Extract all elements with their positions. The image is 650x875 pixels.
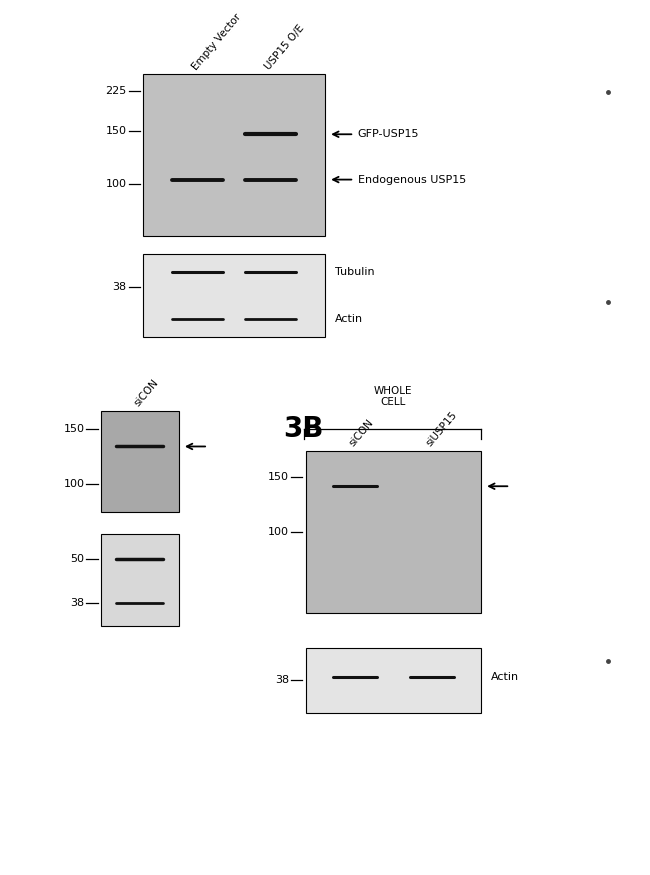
Text: 225: 225 [105, 86, 127, 95]
Text: 150: 150 [64, 424, 84, 434]
Text: 100: 100 [64, 479, 84, 489]
Text: siCON: siCON [132, 378, 161, 409]
Text: Actin: Actin [491, 672, 519, 682]
Text: 38: 38 [112, 282, 127, 292]
Bar [306, 648, 481, 713]
Text: siUSP15: siUSP15 [424, 410, 459, 448]
Text: WHOLE
CELL: WHOLE CELL [374, 386, 413, 407]
Text: 100: 100 [268, 527, 289, 536]
Text: Endogenous USP15: Endogenous USP15 [358, 175, 466, 185]
Text: Empty Vector: Empty Vector [190, 11, 242, 72]
Text: 50: 50 [70, 554, 84, 564]
Text: USP15 O/E: USP15 O/E [263, 23, 306, 72]
Text: Actin: Actin [335, 313, 363, 324]
Bar [143, 74, 325, 236]
Text: siCON: siCON [347, 417, 375, 448]
Text: 100: 100 [106, 179, 127, 190]
Text: 38: 38 [275, 676, 289, 685]
Bar [101, 534, 179, 626]
Text: 38: 38 [70, 598, 84, 607]
Text: GFP-USP15: GFP-USP15 [358, 130, 419, 139]
Text: 3B: 3B [283, 415, 323, 443]
Bar [101, 411, 179, 512]
Text: 150: 150 [268, 472, 289, 481]
Text: Tubulin: Tubulin [335, 267, 374, 277]
Bar [306, 451, 481, 612]
Bar [143, 254, 325, 337]
Text: 150: 150 [106, 126, 127, 136]
